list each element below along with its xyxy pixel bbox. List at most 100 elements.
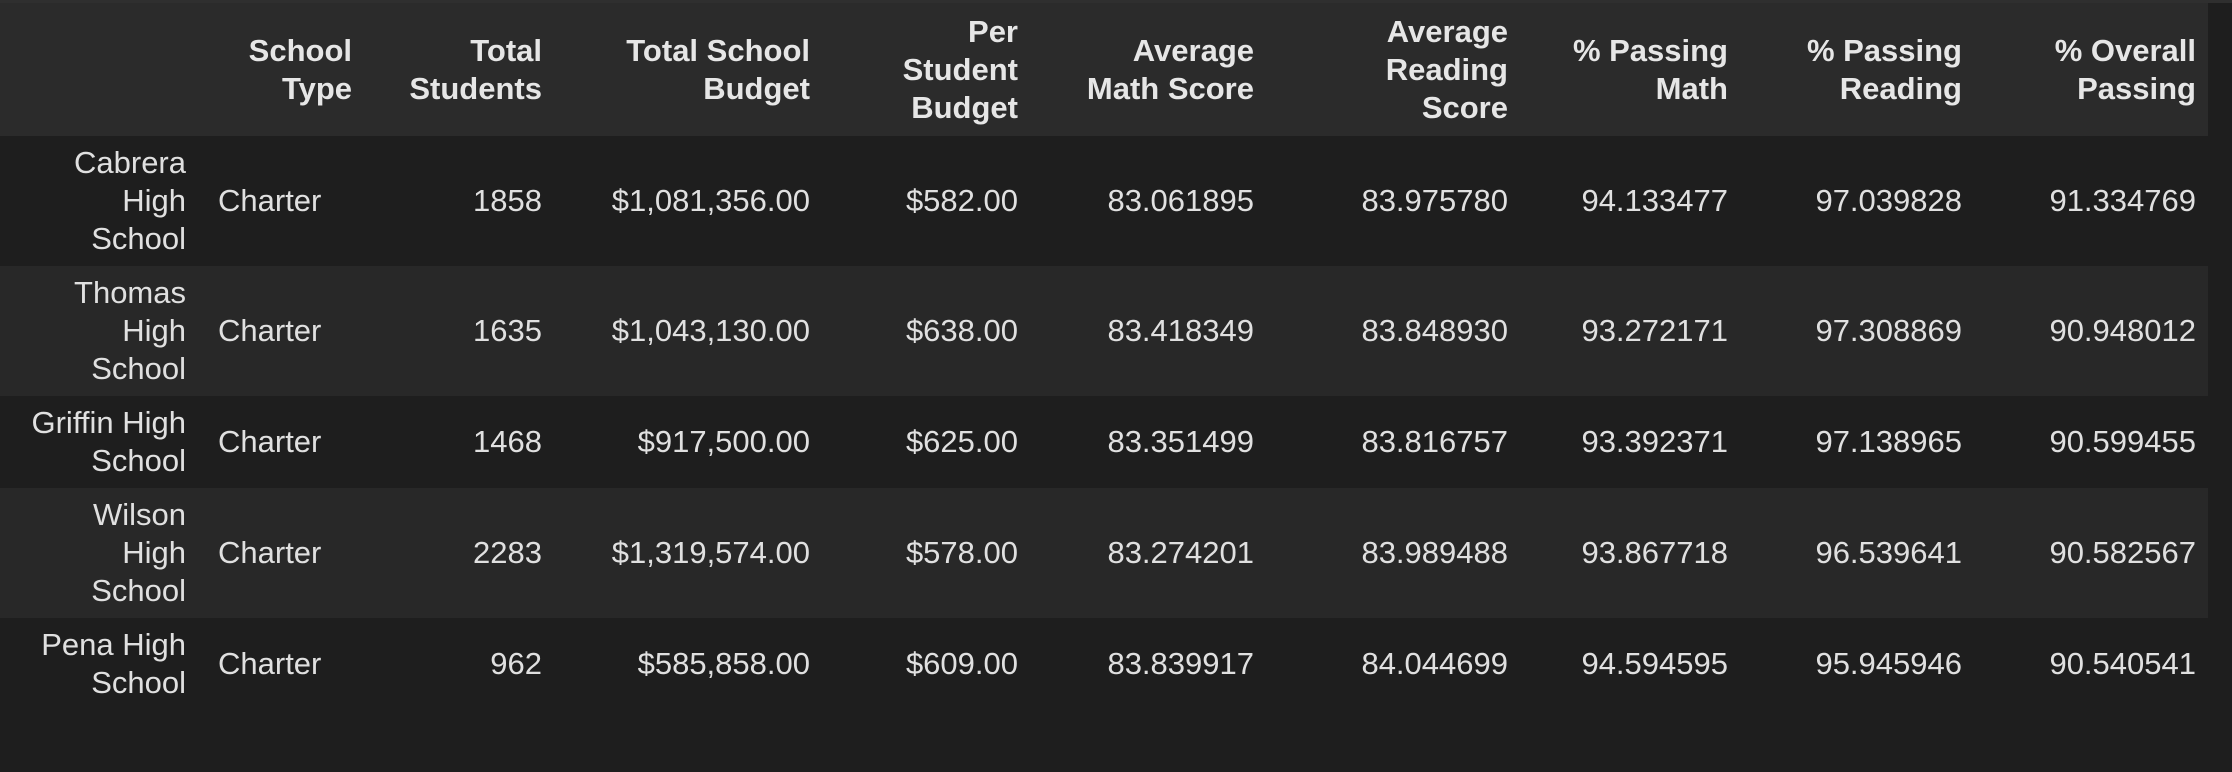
table-cell: 962 <box>490 646 542 681</box>
row-index-line: School <box>91 443 186 478</box>
table-cell: $1,081,356.00 <box>611 183 810 218</box>
column-header-line: Type <box>281 70 352 106</box>
column-header-line: Students <box>409 70 542 106</box>
table-cell: $609.00 <box>905 646 1018 681</box>
table-cell: 93.392371 <box>1581 424 1728 459</box>
row-index-line: High <box>122 313 186 348</box>
row-index-school-name: Pena High School <box>0 618 200 710</box>
row-index-school-name: Griffin High School <box>0 396 200 488</box>
table-cell: $578.00 <box>905 535 1018 570</box>
table-cell: $638.00 <box>905 313 1018 348</box>
table-cell: $1,319,574.00 <box>611 535 810 570</box>
row-index-school-name: Cabrera High School <box>0 136 200 266</box>
row-index-line: Wilson <box>92 497 186 532</box>
table-cell: 83.975780 <box>1361 183 1508 218</box>
table-cell: Charter <box>218 313 322 348</box>
column-header-line: Passing <box>2077 70 2196 106</box>
column-header: Per Student Budget <box>822 3 1030 136</box>
table-cell: 97.138965 <box>1815 424 1962 459</box>
table-cell: 83.418349 <box>1107 313 1254 348</box>
table-cell: $1,043,130.00 <box>611 313 810 348</box>
table-cell: 95.945946 <box>1815 646 1962 681</box>
table-row: Thomas High School Charter 1635 $1,043,130.00… <box>0 266 2208 396</box>
table-cell: Charter <box>218 646 322 681</box>
table-cell: $917,500.00 <box>637 424 810 459</box>
column-header: Total Students <box>364 3 554 136</box>
table-cell: $582.00 <box>905 183 1018 218</box>
column-header-line: % Passing <box>1572 32 1728 68</box>
row-index-line: School <box>91 351 186 386</box>
table-cell: 90.599455 <box>2049 424 2196 459</box>
row-index-line: Cabrera <box>74 145 186 180</box>
row-index-line: High <box>122 183 186 218</box>
table-cell: $585,858.00 <box>637 646 810 681</box>
table-cell: 1858 <box>473 183 542 218</box>
table-cell: 83.351499 <box>1107 424 1254 459</box>
column-header: % Passing Math <box>1520 3 1740 136</box>
column-header-line: Average <box>1132 32 1254 68</box>
column-header-line: % Passing <box>1806 32 1962 68</box>
table-cell: 83.839917 <box>1107 646 1254 681</box>
table-cell: 84.044699 <box>1361 646 1508 681</box>
column-header-line: Budget <box>703 70 810 106</box>
table-cell: 83.989488 <box>1361 535 1508 570</box>
table-row: Pena High School Charter 962 $585,858.00 $609… <box>0 618 2208 710</box>
table-row: Cabrera High School Charter 1858 $1,081,356.0… <box>0 136 2208 266</box>
table-cell: 93.867718 <box>1581 535 1728 570</box>
table-cell: 83.848930 <box>1361 313 1508 348</box>
column-header-line: Average <box>1386 13 1508 49</box>
row-index-school-name: Thomas High School <box>0 266 200 396</box>
table-cell: $625.00 <box>905 424 1018 459</box>
table-cell: 94.594595 <box>1581 646 1728 681</box>
index-header <box>0 3 200 136</box>
table-cell: 1635 <box>473 313 542 348</box>
column-header-line: Reading <box>1839 70 1962 106</box>
row-index-line: Pena High <box>41 627 186 662</box>
table-header-row: School Type Total Students Total School Budge… <box>0 3 2208 136</box>
table-cell: 83.274201 <box>1107 535 1254 570</box>
school-summary-table: School Type Total Students Total School Budge… <box>0 3 2208 710</box>
column-header-line: School <box>248 32 352 68</box>
row-index-line: School <box>91 221 186 256</box>
column-header-line: Math Score <box>1086 70 1254 106</box>
column-header-line: Math <box>1655 70 1728 106</box>
column-header-line: % Overall <box>2054 32 2196 68</box>
table-cell: 91.334769 <box>2049 183 2196 218</box>
column-header: Average Reading Score <box>1266 3 1520 136</box>
row-index-line: High <box>122 535 186 570</box>
row-index-line: School <box>91 665 186 700</box>
column-header: Total School Budget <box>554 3 822 136</box>
column-header: School Type <box>200 3 364 136</box>
row-index-line: Thomas <box>74 275 186 310</box>
table-body: Cabrera High School Charter 1858 $1,081,356.0… <box>0 136 2208 710</box>
table-cell: 93.272171 <box>1581 313 1728 348</box>
table-cell: 90.582567 <box>2049 535 2196 570</box>
column-header-line: Reading <box>1385 51 1508 87</box>
column-header: % Passing Reading <box>1740 3 1974 136</box>
table-cell: 90.540541 <box>2049 646 2196 681</box>
table-cell: 83.816757 <box>1361 424 1508 459</box>
table-cell: 96.539641 <box>1815 535 1962 570</box>
column-header-line: Total <box>470 32 542 68</box>
table-cell: 97.039828 <box>1815 183 1962 218</box>
column-header-line: Student <box>902 51 1018 87</box>
table-cell: Charter <box>218 183 322 218</box>
table-cell: 97.308869 <box>1815 313 1962 348</box>
table-cell: 90.948012 <box>2049 313 2196 348</box>
table-cell: Charter <box>218 535 322 570</box>
column-header-line: Total School <box>626 32 810 68</box>
column-header-line: Score <box>1421 89 1508 125</box>
row-index-line: Griffin High <box>31 405 187 440</box>
column-header: Average Math Score <box>1030 3 1266 136</box>
column-header-line: Budget <box>911 89 1018 125</box>
row-index-line: School <box>91 573 186 608</box>
column-header-line: Per <box>968 13 1018 49</box>
column-header: % Overall Passing <box>1974 3 2208 136</box>
table-cell: 1468 <box>473 424 542 459</box>
row-index-school-name: Wilson High School <box>0 488 200 618</box>
table-cell: 83.061895 <box>1107 183 1254 218</box>
table-cell: Charter <box>218 424 322 459</box>
table-cell: 94.133477 <box>1581 183 1728 218</box>
table-row: Griffin High School Charter 1468 $917,500.00… <box>0 396 2208 488</box>
